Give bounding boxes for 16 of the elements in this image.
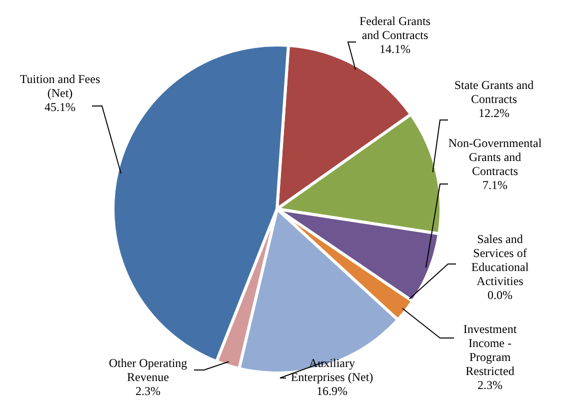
data-label: 2.3%: [478, 378, 502, 392]
data-label: 45.1%: [44, 100, 76, 114]
category-label: Sales and Services of Educational Activities: [471, 232, 529, 288]
slice-label: Non-Governmental Grants and Contracts: [448, 136, 542, 178]
text: 0.0%: [488, 288, 512, 302]
slice-label: Tuition and Fees (Net): [20, 72, 100, 100]
data-label: 14.1%: [380, 42, 410, 56]
data-label: 16.9%: [316, 384, 348, 398]
slice-label: State Grants and Contracts: [454, 78, 534, 106]
data-label: 2.3%: [136, 384, 160, 398]
slice-label: Auxiliary Enterprises (Net): [290, 356, 374, 384]
slice-label: Federal Grants and Contracts: [360, 14, 431, 42]
slice-label: Investment Income - Program Restricted: [463, 322, 518, 378]
data-label: 7.1%: [482, 178, 508, 192]
data-label: 12.2%: [478, 106, 510, 120]
slice-label: Other Operating Revenue: [108, 356, 188, 384]
